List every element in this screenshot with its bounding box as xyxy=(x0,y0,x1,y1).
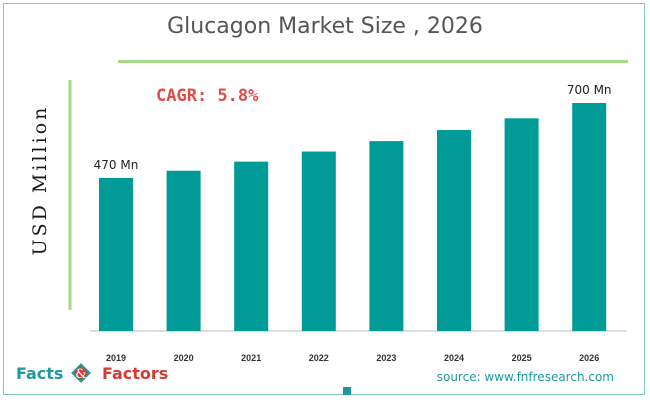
data-label-2019: 470 Mn xyxy=(94,158,139,172)
chart-frame xyxy=(3,3,645,395)
x-tick-label-2025: 2025 xyxy=(512,353,532,363)
bar-2023 xyxy=(369,141,404,331)
bar-2021 xyxy=(234,161,269,331)
chart-title: Glucagon Market Size , 2026 xyxy=(167,14,483,39)
ampersand-diamond-icon: & xyxy=(71,363,91,383)
title-underline xyxy=(118,60,628,63)
bar-2026 xyxy=(572,103,607,331)
svg-text:&: & xyxy=(75,367,87,382)
x-tick-label-2023: 2023 xyxy=(376,353,396,363)
bar-2020 xyxy=(166,170,201,331)
bars-group: 2019 2020 2021 2022 2023 2024 2025 2026 470 Mn 70… xyxy=(94,83,612,363)
logo-facts-text: Facts xyxy=(16,364,64,383)
data-label-2026: 700 Mn xyxy=(567,83,612,97)
x-tick-label-2019: 2019 xyxy=(106,353,126,363)
x-tick-label-2026: 2026 xyxy=(579,353,599,363)
x-tick-label-2024: 2024 xyxy=(444,353,464,363)
bar-2019 xyxy=(99,177,133,331)
source-credit: source: www.fnfresearch.com xyxy=(436,370,614,384)
x-tick-label-2020: 2020 xyxy=(174,353,194,363)
x-tick-label-2022: 2022 xyxy=(309,353,329,363)
cagr-annotation: CAGR: 5.8% xyxy=(156,86,259,106)
bottom-marker xyxy=(343,387,351,395)
logo-factors-text: Factors xyxy=(102,364,169,383)
bar-2024 xyxy=(437,130,471,331)
x-tick-label-2021: 2021 xyxy=(241,353,261,363)
bar-2025 xyxy=(504,118,539,332)
bar-2022 xyxy=(301,151,336,331)
